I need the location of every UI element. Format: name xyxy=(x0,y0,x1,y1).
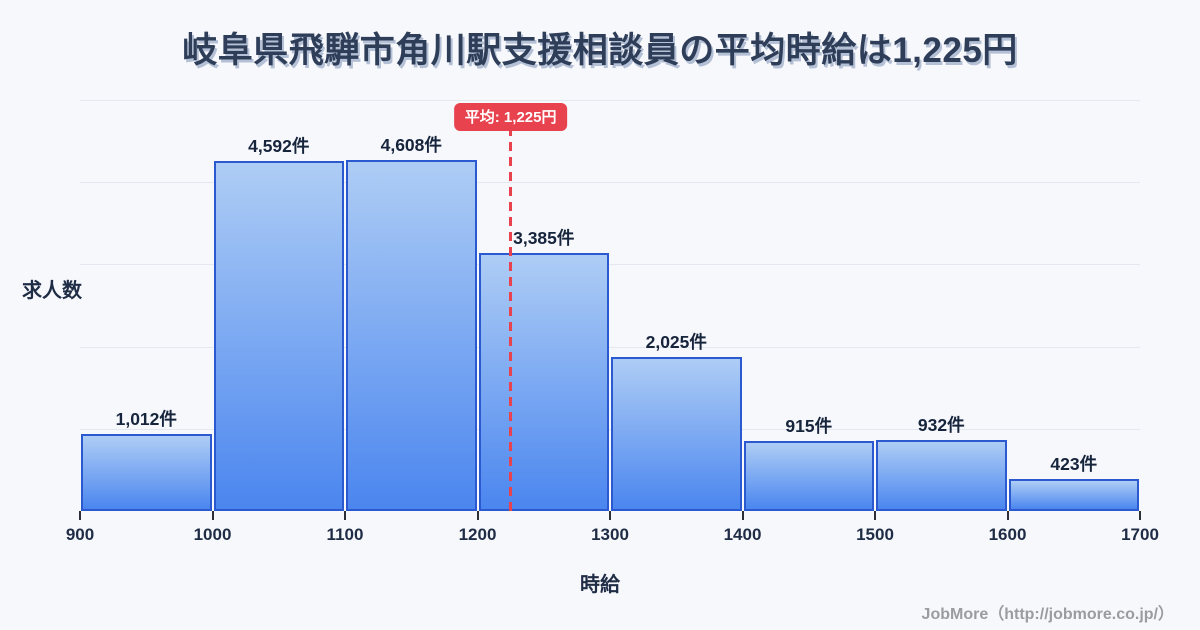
histogram-bar xyxy=(478,253,609,511)
x-tick-label: 1000 xyxy=(193,525,232,544)
bar-value-label: 423件 xyxy=(1050,453,1098,474)
x-tick-label: 1400 xyxy=(723,525,762,544)
histogram-bar xyxy=(1008,478,1139,511)
y-axis-title: 求人数 xyxy=(22,280,82,302)
histogram-bar xyxy=(213,161,344,511)
histogram-bar xyxy=(611,356,742,511)
grid-line xyxy=(80,100,1140,101)
chart-title: 岐阜県飛騨市角川駅支援相談員の平均時給は1,225円 xyxy=(182,31,1018,70)
histogram-bar xyxy=(81,433,212,511)
histogram-bar xyxy=(346,160,477,511)
bar-value-label: 3,385件 xyxy=(513,228,575,249)
grid-line xyxy=(80,264,1140,266)
x-tick-label: 1300 xyxy=(591,525,629,544)
grid-line xyxy=(80,346,1140,348)
average-badge: 平均: 1,225円 xyxy=(453,103,568,131)
histogram-bar xyxy=(876,440,1007,511)
x-tick-label: 1200 xyxy=(458,525,497,544)
grid-line xyxy=(80,428,1140,430)
x-tick xyxy=(609,511,611,520)
x-tick-label: 1600 xyxy=(988,525,1027,544)
grid-line xyxy=(80,182,1140,184)
x-tick xyxy=(476,511,479,520)
x-tick-label: 1500 xyxy=(856,525,894,544)
x-tick xyxy=(344,511,346,520)
x-tick-label: 1700 xyxy=(1121,525,1159,544)
x-tick-label: 1100 xyxy=(326,525,364,544)
bar-value-label: 932件 xyxy=(917,415,965,436)
x-tick xyxy=(1139,511,1141,520)
x-tick xyxy=(741,511,744,520)
x-tick xyxy=(79,511,81,520)
bar-value-label: 1,012件 xyxy=(115,408,177,429)
footer-credit: JobMore（http://jobmore.co.jp/） xyxy=(921,606,1174,623)
average-line xyxy=(509,127,513,511)
bar-value-label: 4,592件 xyxy=(248,136,310,157)
x-tick xyxy=(211,511,214,520)
x-tick xyxy=(1006,511,1009,520)
bar-value-label: 2,025件 xyxy=(645,331,707,352)
x-tick-label: 900 xyxy=(65,525,95,544)
bar-value-label: 915件 xyxy=(785,416,833,437)
x-axis-title: 時給 xyxy=(580,574,620,596)
bar-value-label: 4,608件 xyxy=(380,135,442,156)
x-tick xyxy=(874,511,876,520)
histogram-bar xyxy=(743,441,874,511)
